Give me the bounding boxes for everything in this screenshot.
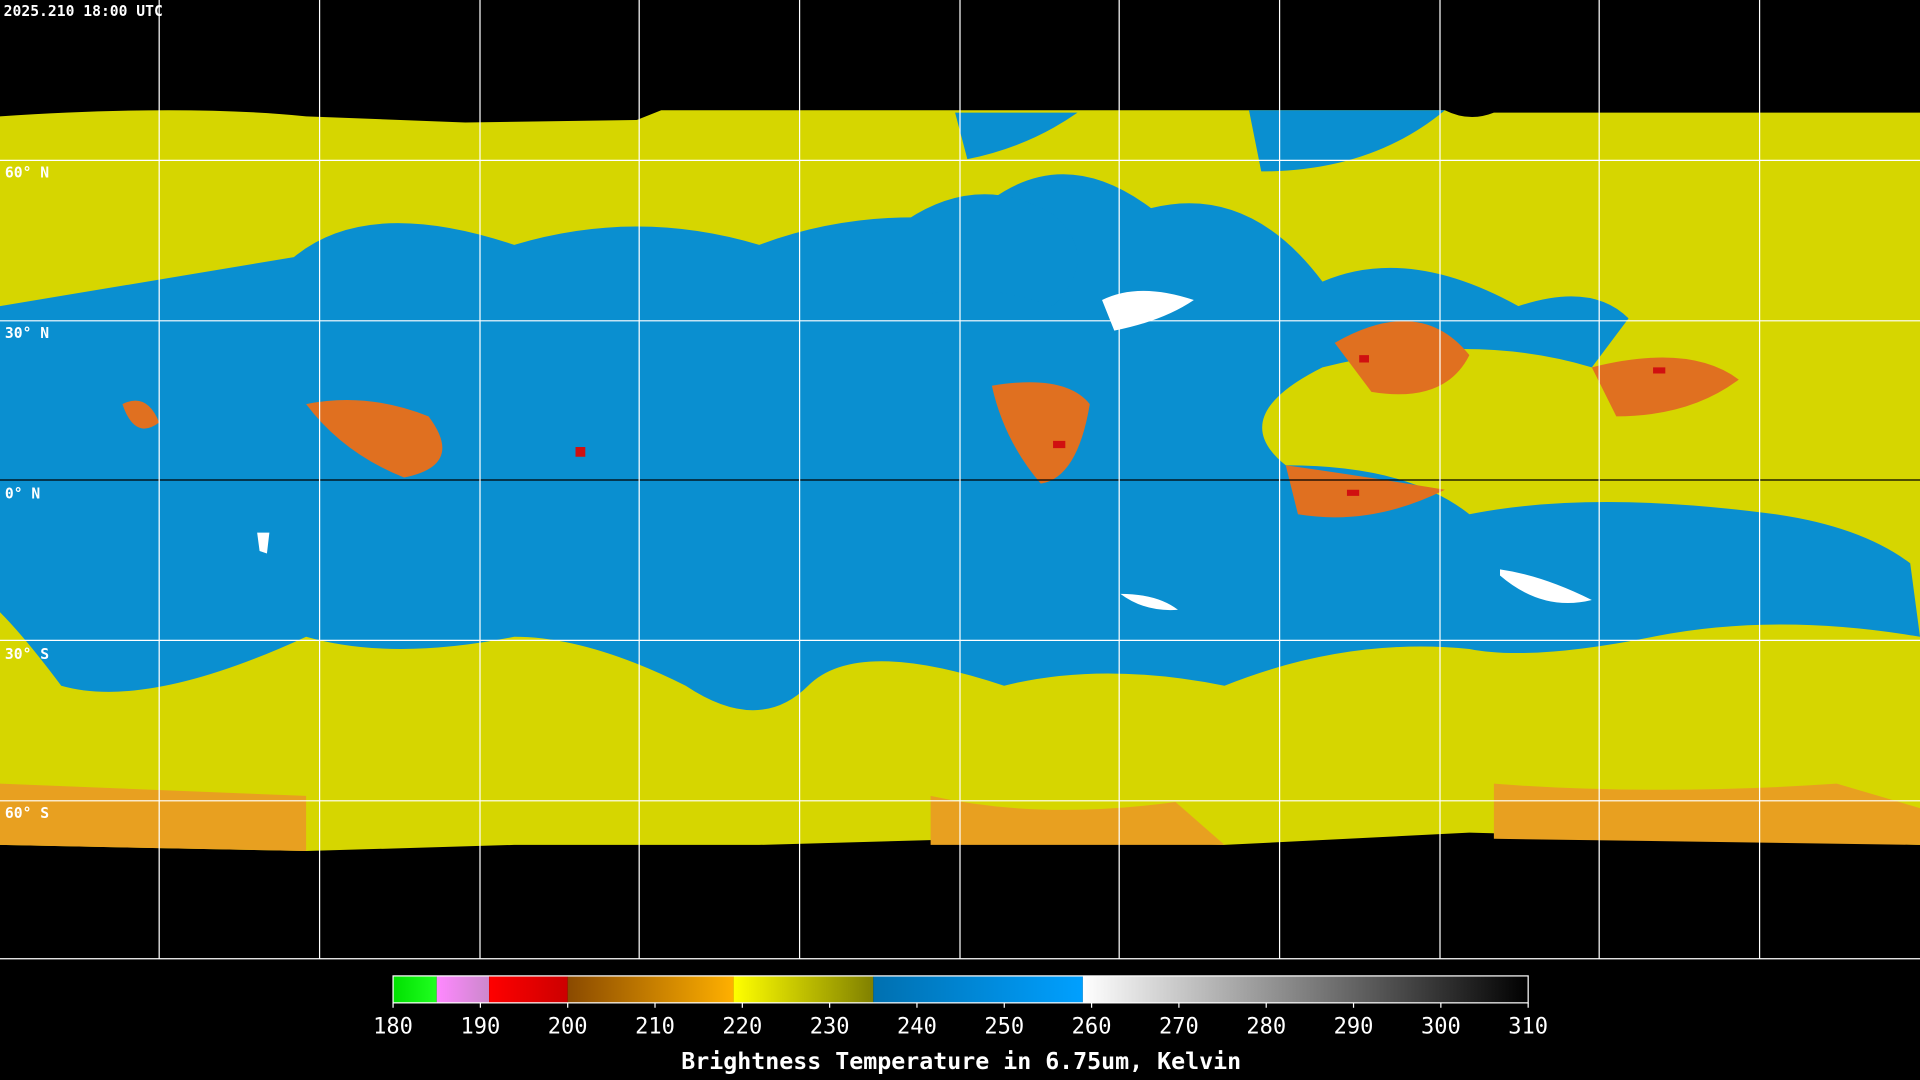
colorbar-tick-label: 230 xyxy=(810,1014,850,1039)
colorbar-tick-label: 220 xyxy=(722,1014,762,1039)
colorbar-tick-label: 300 xyxy=(1421,1014,1461,1039)
colorbar-tick-label: 260 xyxy=(1072,1014,1112,1039)
colorbar-title: Brightness Temperature in 6.75um, Kelvin xyxy=(681,1048,1241,1075)
colorbar-tick-label: 200 xyxy=(548,1014,588,1039)
colorbar-segment xyxy=(873,975,1083,1003)
lat-label: 30° S xyxy=(5,646,49,663)
colorbar-segment xyxy=(436,975,490,1003)
colorbar-tick-label: 310 xyxy=(1508,1014,1548,1039)
colorbar-segment xyxy=(393,975,437,1003)
lat-label: 60° S xyxy=(5,805,49,822)
colorbar-tick-label: 250 xyxy=(984,1014,1024,1039)
colorbar-tick-label: 240 xyxy=(897,1014,937,1039)
colorbar-tick-label: 280 xyxy=(1246,1014,1286,1039)
colorbar-segment xyxy=(733,975,874,1003)
graticule xyxy=(0,0,1920,960)
timestamp: 2025.210 18:00 UTC xyxy=(4,3,163,20)
colorbar-tick-label: 270 xyxy=(1159,1014,1199,1039)
colorbar-tick-label: 180 xyxy=(373,1014,413,1039)
colorbar-tick-label: 210 xyxy=(635,1014,675,1039)
colorbar-segment xyxy=(1082,975,1529,1003)
lat-label: 60° N xyxy=(5,165,49,182)
colorbar-frame xyxy=(392,975,1529,1004)
colorbar-tick-label: 290 xyxy=(1334,1014,1374,1039)
lat-label: 30° N xyxy=(5,325,49,342)
lat-label: 0° N xyxy=(5,485,40,502)
colorbar-tick-label: 190 xyxy=(460,1014,500,1039)
colorbar-segment xyxy=(489,975,568,1003)
colorbar-segment xyxy=(567,975,734,1003)
